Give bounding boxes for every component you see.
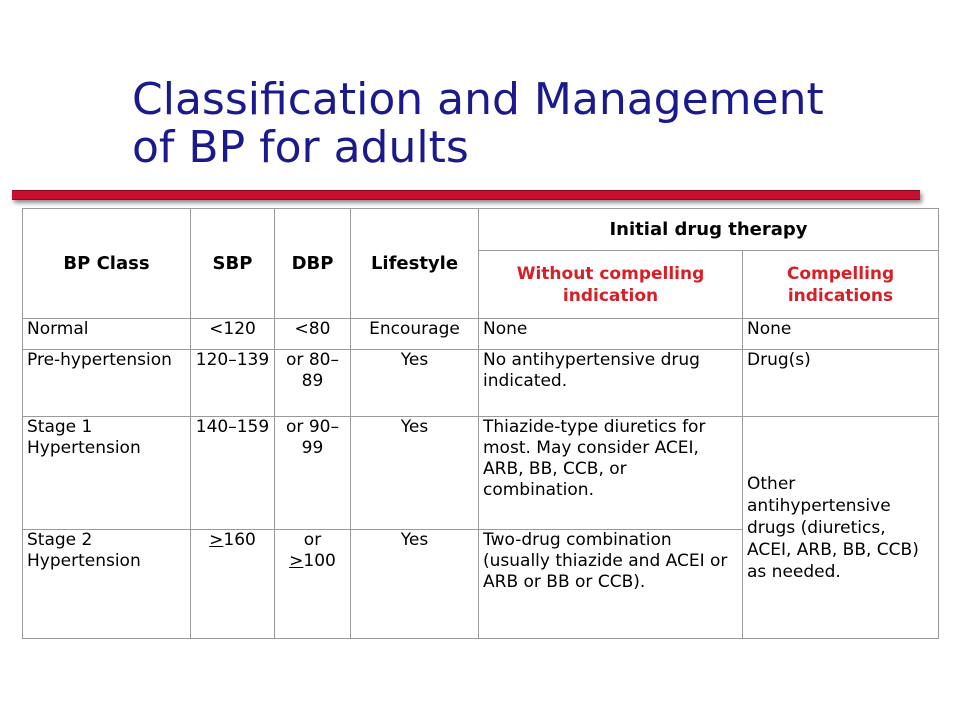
cell-bp-class: Stage 1 Hypertension (22, 416, 191, 530)
cell-compelling: Drug(s) (741, 349, 940, 417)
cell-dbp: or 90–99 (274, 416, 351, 530)
cell-without-compelling: Two-drug combination (usually thiazide a… (478, 529, 743, 639)
cell-dbp: <80 (274, 318, 351, 350)
ge-symbol: > (289, 551, 304, 571)
cell-lifestyle: Yes (350, 529, 479, 639)
cell-dbp: or 80–89 (274, 349, 351, 417)
cell-lifestyle: Encourage (350, 318, 479, 350)
dbp-prefix: or (303, 530, 322, 550)
header-dbp: DBP (274, 208, 351, 319)
cell-sbp: 140–159 (190, 416, 275, 530)
sbp-value: 160 (223, 530, 256, 550)
table-row: Stage 2 Hypertension >160 or >100 Yes Two… (22, 529, 939, 639)
cell-bp-class: Pre-hypertension (22, 349, 191, 417)
bp-classification-table: BP Class SBP DBP Lifestyle Initial drug … (22, 208, 940, 639)
cell-sbp: >160 (190, 529, 275, 639)
cell-compelling: None (741, 318, 940, 350)
ge-symbol: > (209, 530, 224, 550)
header-initial-drug-therapy: Initial drug therapy (477, 208, 940, 251)
cell-without-compelling: None (478, 318, 743, 350)
cell-without-compelling: No antihypertensive drug indicated. (478, 349, 743, 417)
cell-sbp: <120 (190, 318, 275, 350)
table-row: Normal <120 <80 Encourage None None (22, 318, 940, 350)
header-lifestyle: Lifestyle (350, 208, 479, 319)
cell-compelling-merged: Other antihypertensive drugs (diuretics,… (741, 416, 940, 639)
table-header-row: BP Class SBP DBP Lifestyle Initial drug … (22, 208, 940, 319)
title-line-2: of BP for adults (132, 122, 469, 173)
header-sbp: SBP (190, 208, 275, 319)
cell-bp-class: Normal (22, 318, 191, 350)
cell-dbp: or >100 (274, 529, 351, 639)
dbp-value: 100 (303, 551, 336, 571)
title-divider (12, 190, 920, 200)
table-row: Pre-hypertension 120–139 or 80–89 Yes No… (22, 349, 940, 417)
cell-without-compelling: Thiazide-type diuretics for most. May co… (478, 416, 743, 530)
table-subheader-row: Without compelling indication Compelling… (23, 250, 940, 319)
header-without-compelling: Without compelling indication (478, 250, 743, 319)
cell-sbp: 120–139 (190, 349, 275, 417)
header-compelling: Compelling indications (741, 250, 940, 319)
table-row: Stage 1 Hypertension 140–159 or 90–99 Ye… (22, 416, 940, 639)
title-line-1: Classification and Management (132, 74, 824, 125)
header-bp-class: BP Class (22, 208, 191, 319)
cell-lifestyle: Yes (350, 416, 479, 530)
cell-bp-class: Stage 2 Hypertension (22, 529, 191, 639)
cell-lifestyle: Yes (350, 349, 479, 417)
page-title: Classification and Management of BP for … (132, 76, 912, 172)
